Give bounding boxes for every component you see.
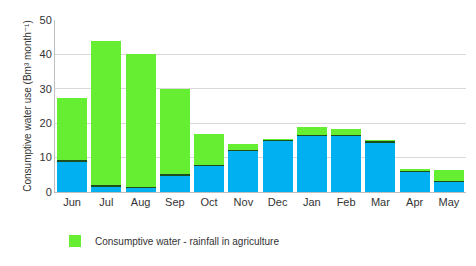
svg-text:Dec: Dec bbox=[268, 196, 288, 208]
svg-text:0: 0 bbox=[46, 186, 52, 198]
svg-text:20: 20 bbox=[40, 117, 52, 129]
svg-text:Jun: Jun bbox=[63, 196, 81, 208]
svg-text:40: 40 bbox=[40, 48, 52, 60]
svg-text:May: May bbox=[438, 196, 459, 208]
svg-text:Nov: Nov bbox=[234, 196, 254, 208]
svg-text:Jan: Jan bbox=[303, 196, 321, 208]
svg-text:Aug: Aug bbox=[131, 196, 151, 208]
svg-text:Oct: Oct bbox=[201, 196, 218, 208]
svg-text:Sep: Sep bbox=[165, 196, 185, 208]
svg-text:Consumptive water - rainfall i: Consumptive water - rainfall in agricult… bbox=[95, 236, 279, 247]
svg-text:Consumptive water use (Bm³ mon: Consumptive water use (Bm³ month⁻¹) bbox=[22, 20, 33, 191]
svg-text:Mar: Mar bbox=[371, 196, 390, 208]
svg-text:Apr: Apr bbox=[406, 196, 423, 208]
svg-text:30: 30 bbox=[40, 83, 52, 95]
svg-text:10: 10 bbox=[40, 151, 52, 163]
svg-text:Feb: Feb bbox=[337, 196, 356, 208]
svg-text:Jul: Jul bbox=[99, 196, 113, 208]
svg-text:50: 50 bbox=[40, 14, 52, 26]
